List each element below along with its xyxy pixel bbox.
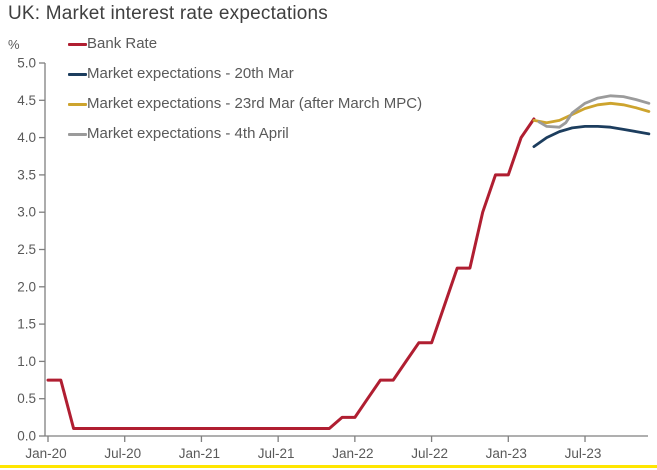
x-tick-label: Jan-23	[486, 446, 527, 461]
expectations-20th-mar-line-swatch-icon	[68, 72, 87, 76]
y-tick-label: 1.5	[17, 317, 36, 332]
series-line-0	[46, 117, 536, 430]
y-tick-label: 0.0	[17, 429, 36, 444]
y-tick-label: 2.5	[17, 242, 36, 257]
legend-item-expectations-20th-mar: Market expectations - 20th Mar	[68, 64, 422, 84]
series-line-3	[537, 94, 651, 129]
y-tick-label: 3.0	[17, 205, 36, 220]
legend-label: Market expectations - 23rd Mar (after Ma…	[87, 95, 423, 112]
legend-label: Bank Rate	[87, 35, 158, 52]
legend-item-bank-rate: Bank Rate	[68, 34, 422, 54]
series-line-2	[532, 101, 651, 125]
page-title: UK: Market interest rate expectations	[8, 3, 328, 24]
y-tick-label: 4.0	[17, 130, 36, 145]
y-tick-label: 0.5	[17, 391, 36, 406]
expectations-4th-april-line-swatch-icon	[68, 132, 87, 136]
legend-item-expectations-23rd-mar: Market expectations - 23rd Mar (after Ma…	[68, 94, 422, 114]
bank-rate-line-swatch-icon	[68, 42, 87, 46]
expectations-23rd-mar-line-swatch-icon	[68, 102, 87, 106]
x-tick-label: Jul-21	[258, 446, 295, 461]
x-tick-label: Jul-23	[565, 446, 602, 461]
y-tick-label: 3.5	[17, 167, 36, 182]
legend-label: Market expectations - 4th April	[87, 125, 289, 142]
x-tick-label: Jul-20	[104, 446, 141, 461]
bottom-accent-bar	[0, 465, 657, 468]
legend-label: Market expectations - 20th Mar	[87, 65, 294, 82]
y-tick-label: 4.5	[17, 93, 36, 108]
x-tick-label: Jan-20	[25, 446, 66, 461]
x-tick-label: Jul-22	[411, 446, 448, 461]
series-line-1	[532, 125, 651, 149]
legend-item-expectations-4th-april: Market expectations - 4th April	[68, 124, 422, 144]
x-tick-label: Jan-21	[179, 446, 220, 461]
y-tick-label: 2.0	[17, 279, 36, 294]
x-tick-label: Jan-22	[332, 446, 373, 461]
y-tick-label: 5.0	[17, 56, 36, 71]
y-tick-label: 1.0	[17, 354, 36, 369]
chart-legend: Bank Rate Market expectations - 20th Mar…	[68, 34, 422, 154]
y-axis-unit-label: %	[8, 37, 20, 52]
